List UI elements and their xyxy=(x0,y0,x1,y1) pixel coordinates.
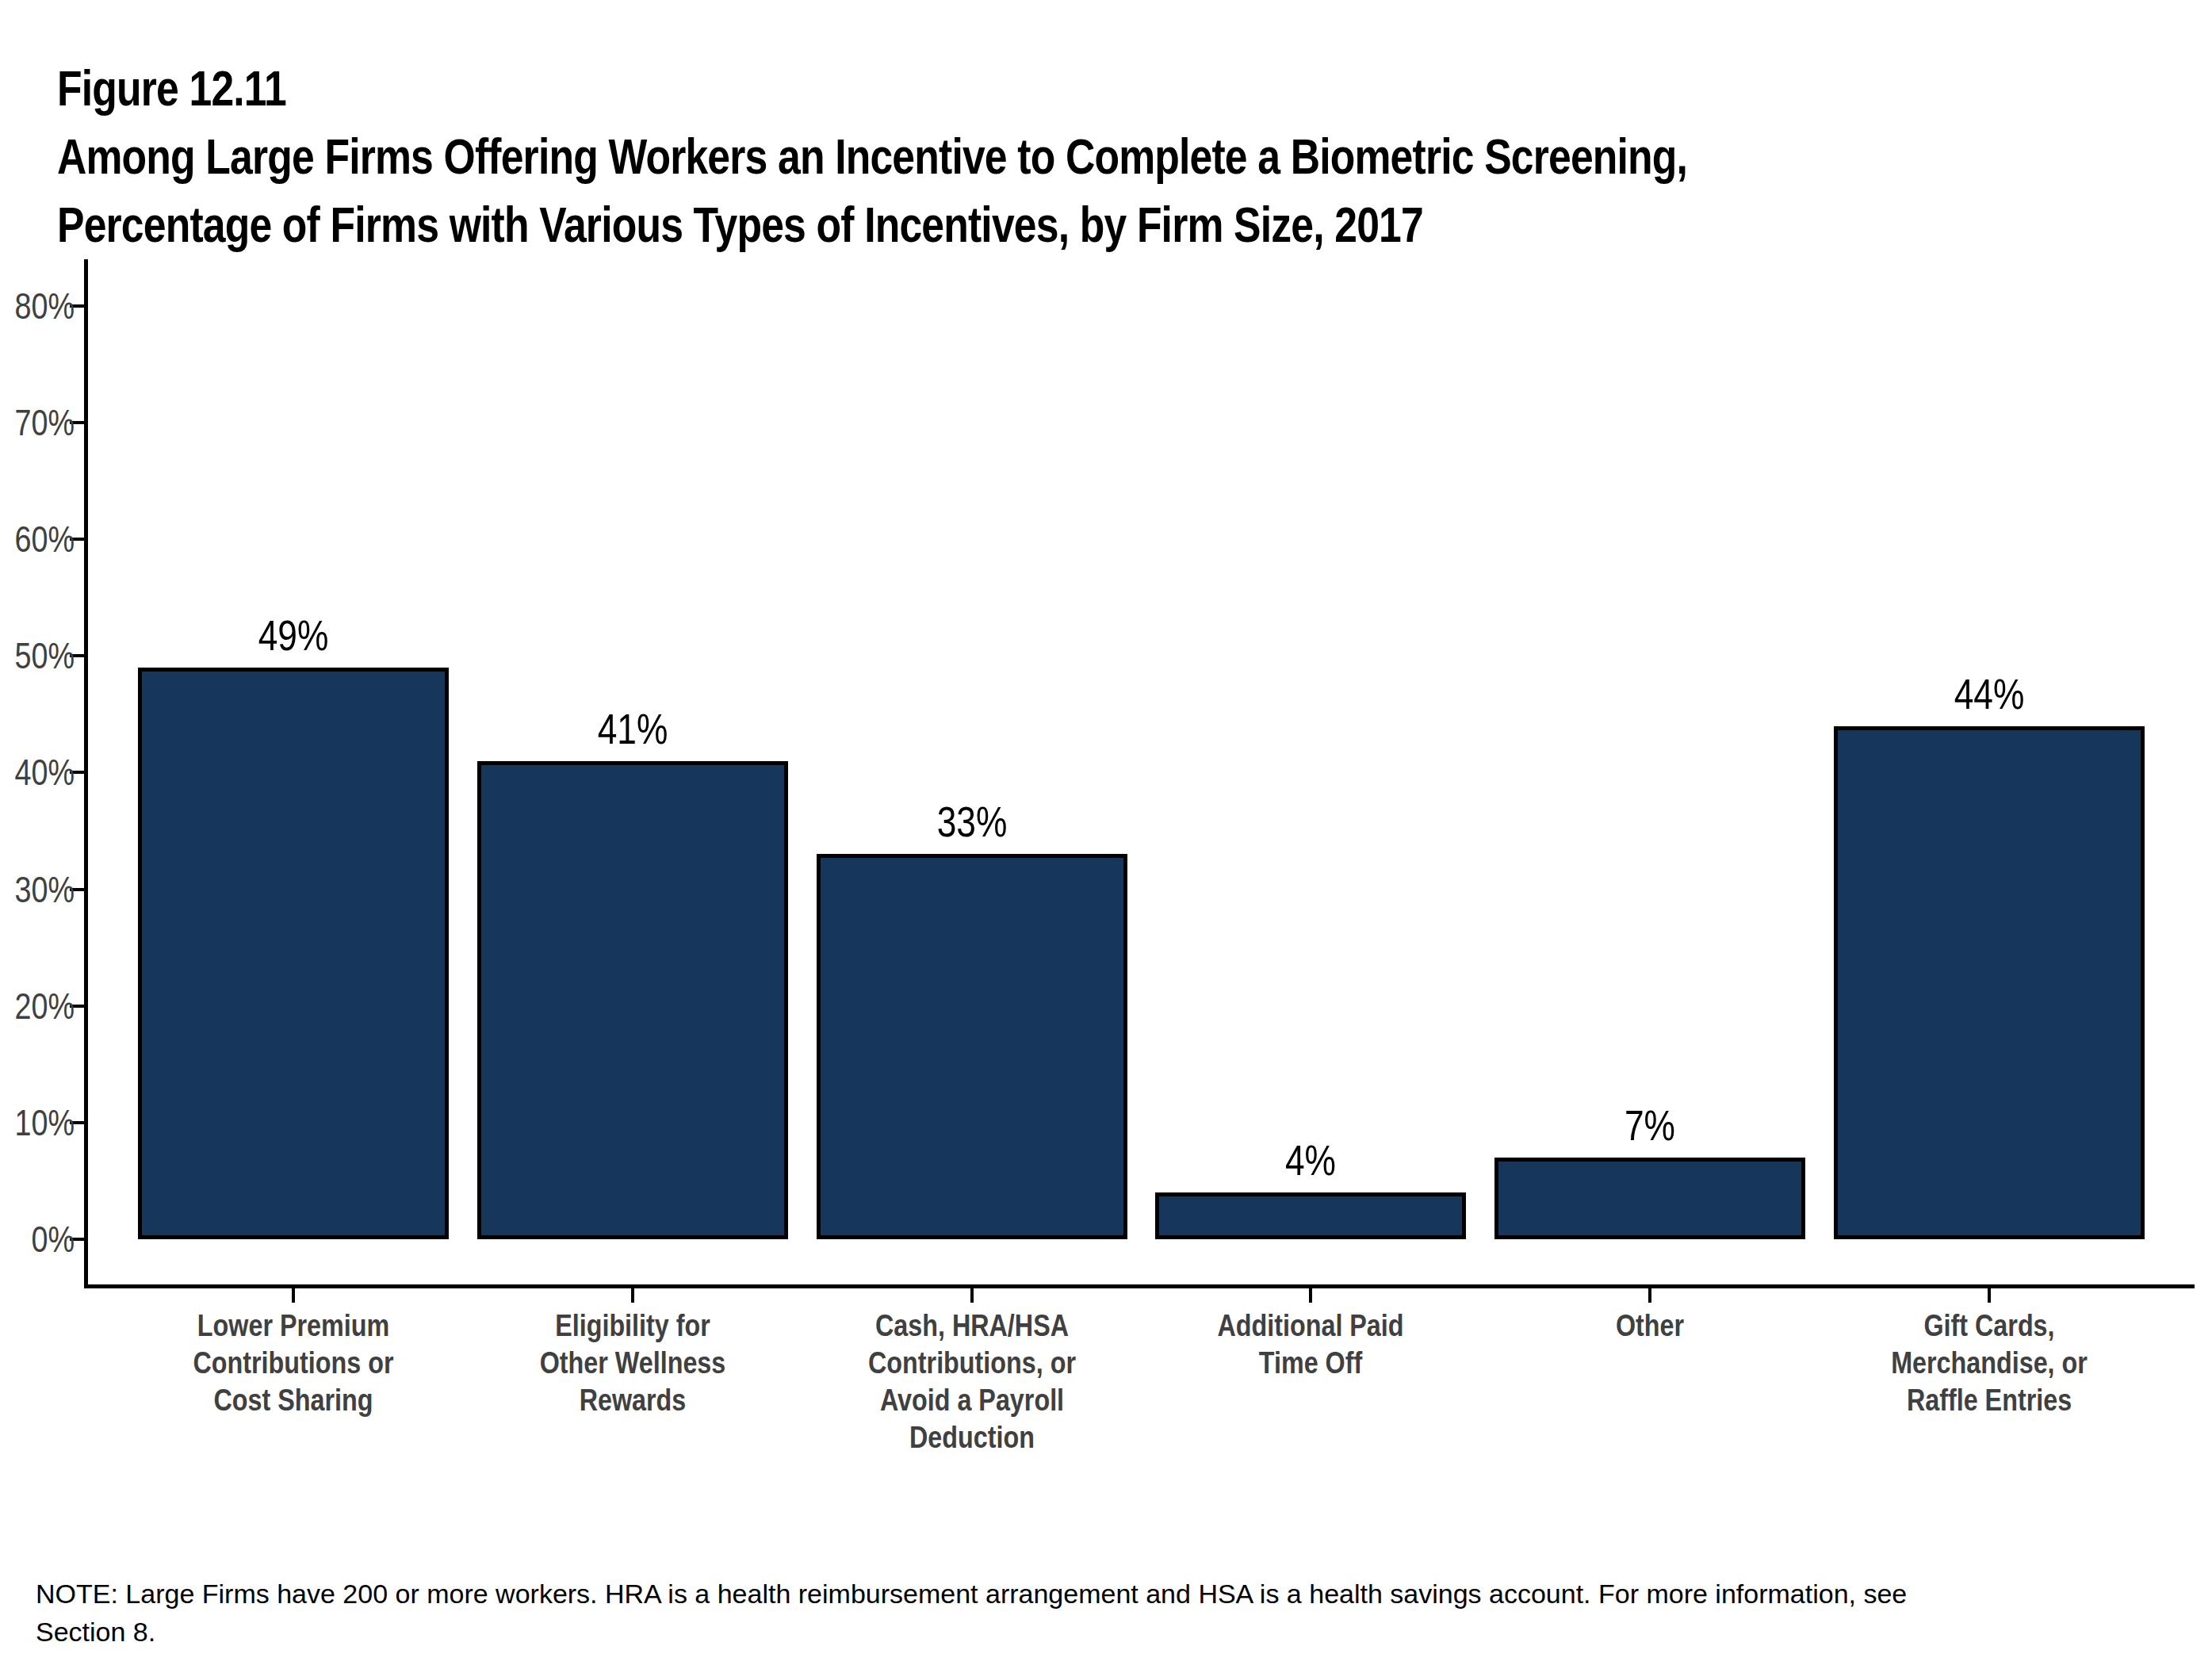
bar-5 xyxy=(1494,1158,1805,1239)
note-text: NOTE: Large Firms have 200 or more worke… xyxy=(36,1575,1907,1651)
category-label: Gift Cards, Merchandise, or Raffle Entri… xyxy=(1857,1307,2121,1419)
bar-value-label: 41% xyxy=(505,707,760,750)
figure-title-line-1: Among Large Firms Offering Workers an In… xyxy=(57,122,1687,190)
bars-row: 49% 41% 33% 4% 7% 44% xyxy=(88,259,2195,1239)
category-label: Lower Premium Contributions or Cost Shar… xyxy=(161,1307,425,1419)
category-cell: Additional Paid Time Off xyxy=(1155,1288,1466,1456)
bar-slot: 7% xyxy=(1494,259,1805,1239)
x-tick xyxy=(1648,1288,1651,1303)
y-tick-label: 80% xyxy=(13,288,75,324)
figure-number: Figure 12.11 xyxy=(57,54,1687,122)
bar-value-label: 7% xyxy=(1522,1104,1777,1146)
category-cell: Cash, HRA/HSA Contributions, or Avoid a … xyxy=(817,1288,1127,1456)
bar-4 xyxy=(1155,1192,1466,1239)
category-label: Eligibility for Other Wellness Rewards xyxy=(500,1307,764,1419)
y-tick-label: 20% xyxy=(13,988,75,1024)
category-cell: Other xyxy=(1494,1288,1805,1456)
figure-title-line-2: Percentage of Firms with Various Types o… xyxy=(57,190,1687,258)
bar-slot: 49% xyxy=(138,259,449,1239)
bar-slot: 4% xyxy=(1155,259,1466,1239)
bar-slot: 41% xyxy=(477,259,788,1239)
bar-value-label: 44% xyxy=(1862,672,2116,715)
bar-slot: 33% xyxy=(817,259,1127,1239)
category-axis: Lower Premium Contributions or Cost Shar… xyxy=(88,1288,2195,1456)
bar-2 xyxy=(477,761,788,1239)
figure-canvas: Figure 12.11 Among Large Firms Offering … xyxy=(0,0,2212,1665)
bar-6 xyxy=(1834,726,2145,1239)
category-cell: Gift Cards, Merchandise, or Raffle Entri… xyxy=(1834,1288,2145,1456)
y-tick-label: 50% xyxy=(13,637,75,674)
x-tick xyxy=(1309,1288,1312,1303)
category-label: Additional Paid Time Off xyxy=(1179,1307,1443,1382)
bar-value-label: 33% xyxy=(844,800,1099,843)
notes-block: NOTE: Large Firms have 200 or more worke… xyxy=(36,1537,1907,1665)
bar-value-label: 49% xyxy=(166,614,420,656)
x-tick xyxy=(970,1288,974,1303)
category-cell: Lower Premium Contributions or Cost Shar… xyxy=(138,1288,449,1456)
y-tick-label: 40% xyxy=(13,754,75,790)
x-tick xyxy=(631,1288,634,1303)
y-tick-label: 70% xyxy=(13,404,75,441)
bar-3 xyxy=(817,854,1127,1239)
y-tick-label: 0% xyxy=(13,1221,75,1257)
bar-1 xyxy=(138,668,449,1239)
figure-title-block: Figure 12.11 Among Large Firms Offering … xyxy=(57,54,1687,258)
category-label: Other xyxy=(1518,1307,1782,1345)
category-label: Cash, HRA/HSA Contributions, or Avoid a … xyxy=(840,1307,1104,1456)
bar-slot: 44% xyxy=(1834,259,2145,1239)
category-cell: Eligibility for Other Wellness Rewards xyxy=(477,1288,788,1456)
x-tick xyxy=(292,1288,295,1303)
bar-value-label: 4% xyxy=(1184,1139,1438,1181)
y-tick-label: 30% xyxy=(13,871,75,908)
y-tick-label: 60% xyxy=(13,521,75,557)
x-tick xyxy=(1988,1288,1991,1303)
y-tick-label: 10% xyxy=(13,1104,75,1141)
